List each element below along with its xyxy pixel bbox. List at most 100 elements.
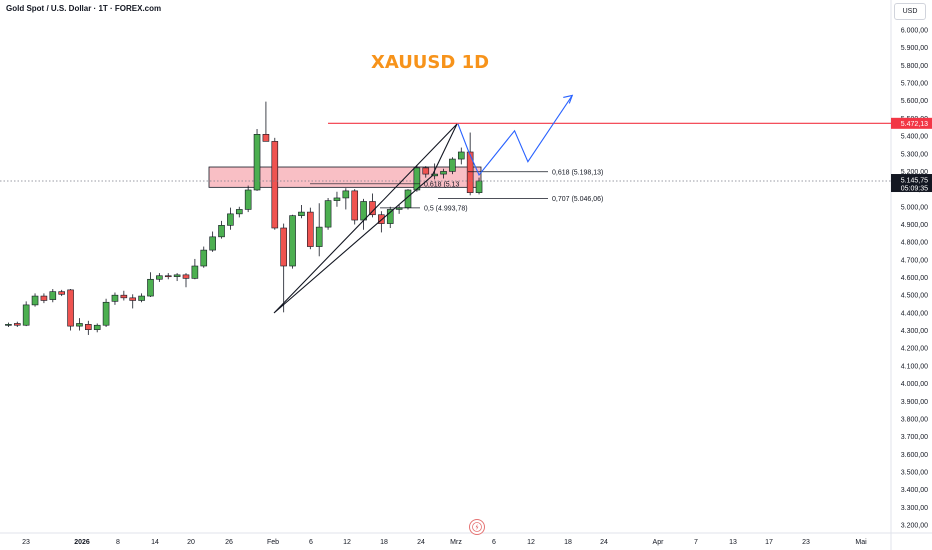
y-tick-label: 4.600,00 xyxy=(901,275,928,282)
candle-body xyxy=(85,324,92,330)
resistance-price-badge-text: 5.472,13 xyxy=(901,121,928,128)
candle-body xyxy=(271,141,279,229)
candle-body xyxy=(360,201,367,221)
x-tick-label: 20 xyxy=(187,539,195,546)
candle-body xyxy=(5,324,12,326)
x-tick-label: 6 xyxy=(492,539,496,546)
x-tick-label: 23 xyxy=(802,539,810,546)
current-price-countdown: 05:09:35 xyxy=(901,186,928,193)
x-tick-label: Apr xyxy=(653,539,665,546)
candle-body xyxy=(298,211,305,216)
symbol-title: Gold Spot / U.S. Dollar · 1T · FOREX.com xyxy=(6,4,162,13)
x-tick-label: Mrz xyxy=(450,539,462,546)
candle-body xyxy=(324,200,332,228)
y-tick-label: 5.000,00 xyxy=(901,204,928,211)
candle-body xyxy=(76,323,83,327)
y-tick-label: 4.700,00 xyxy=(901,257,928,264)
y-tick-label: 5.800,00 xyxy=(901,63,928,70)
candle-body xyxy=(67,289,74,327)
candle-body xyxy=(351,190,359,221)
y-tick-label: 4.100,00 xyxy=(901,363,928,370)
x-tick-label: 12 xyxy=(527,539,535,546)
candle-body xyxy=(129,297,137,301)
currency-button[interactable]: USD xyxy=(894,3,926,20)
candle-body xyxy=(13,323,21,326)
y-tick-label: 4.800,00 xyxy=(901,240,928,247)
trend-triangle[interactable] xyxy=(273,123,458,314)
candle-body xyxy=(227,213,234,226)
projection-arrowhead xyxy=(563,94,574,104)
candle-body xyxy=(58,291,65,295)
candle-body xyxy=(342,190,350,199)
x-tick-label: 2026 xyxy=(74,539,90,546)
y-tick-label: 4.200,00 xyxy=(901,346,928,353)
candle-body xyxy=(413,167,421,191)
candle-body xyxy=(120,294,128,299)
candle-body xyxy=(386,209,394,224)
x-tick-label: 23 xyxy=(22,539,30,546)
current-price-value: 5.145,75 xyxy=(901,178,928,185)
candle-body xyxy=(173,274,181,277)
y-tick-label: 3.300,00 xyxy=(901,505,928,512)
fib-level-label: 0,5 (4.993,78) xyxy=(424,205,468,212)
candle-body xyxy=(475,180,483,193)
x-tick-label: 12 xyxy=(343,539,351,546)
candle-body xyxy=(289,215,296,267)
y-tick-label: 4.400,00 xyxy=(901,310,928,317)
fib-level-label: 0,618 (5.13 xyxy=(424,181,460,188)
y-tick-label: 4.900,00 xyxy=(901,222,928,229)
projection-path[interactable] xyxy=(457,95,573,177)
x-tick-label: 24 xyxy=(600,539,608,546)
candle-body xyxy=(22,304,30,326)
y-tick-label: 3.500,00 xyxy=(901,469,928,476)
candle-body xyxy=(315,226,323,247)
x-tick-label: 13 xyxy=(729,539,737,546)
candle-body xyxy=(49,291,57,300)
candle-body xyxy=(40,295,48,301)
candle-body xyxy=(191,265,199,279)
y-tick-label: 4.300,00 xyxy=(901,328,928,335)
candle-body xyxy=(422,167,430,175)
candle-body xyxy=(93,324,101,330)
candle-body xyxy=(440,171,447,175)
candle-body xyxy=(307,211,314,247)
y-tick-label: 5.700,00 xyxy=(901,81,928,88)
candle-body xyxy=(280,227,287,267)
y-tick-label: 3.900,00 xyxy=(901,399,928,406)
y-tick-label: 6.000,00 xyxy=(901,28,928,35)
x-tick-label: 14 xyxy=(151,539,159,546)
lightning-icon[interactable] xyxy=(469,519,485,535)
x-tick-label: Feb xyxy=(267,539,279,546)
x-tick-label: 17 xyxy=(765,539,773,546)
candle-body xyxy=(244,189,252,210)
candle-body xyxy=(333,197,341,201)
fib-level-label: 0,618 (5.198,13) xyxy=(552,169,603,176)
candle-body xyxy=(457,151,465,160)
y-tick-label: 4.500,00 xyxy=(901,293,928,300)
candle-body xyxy=(111,294,119,302)
candle-body xyxy=(449,158,456,172)
x-tick-label: 6 xyxy=(309,539,313,546)
candle-body xyxy=(156,275,163,280)
x-tick-label: 8 xyxy=(116,539,120,546)
x-tick-label: 26 xyxy=(225,539,233,546)
x-tick-label: Mai xyxy=(855,539,867,546)
y-tick-label: 4.000,00 xyxy=(901,381,928,388)
candle-body xyxy=(182,274,190,279)
current-price-badge xyxy=(891,174,932,193)
candle-body xyxy=(466,151,474,193)
x-tick-label: 18 xyxy=(380,539,388,546)
y-tick-label: 5.200,00 xyxy=(901,169,928,176)
candle-body xyxy=(235,209,243,215)
x-tick-label: 18 xyxy=(564,539,572,546)
candle-body xyxy=(218,225,225,238)
candle-body xyxy=(102,301,110,326)
candle-body xyxy=(262,134,270,142)
candle-body xyxy=(31,295,39,306)
candle-body xyxy=(164,275,172,278)
y-tick-label: 3.800,00 xyxy=(901,416,928,423)
chart-annotation-title: XAUUSD 1D xyxy=(370,52,490,73)
x-tick-label: 7 xyxy=(694,539,698,546)
